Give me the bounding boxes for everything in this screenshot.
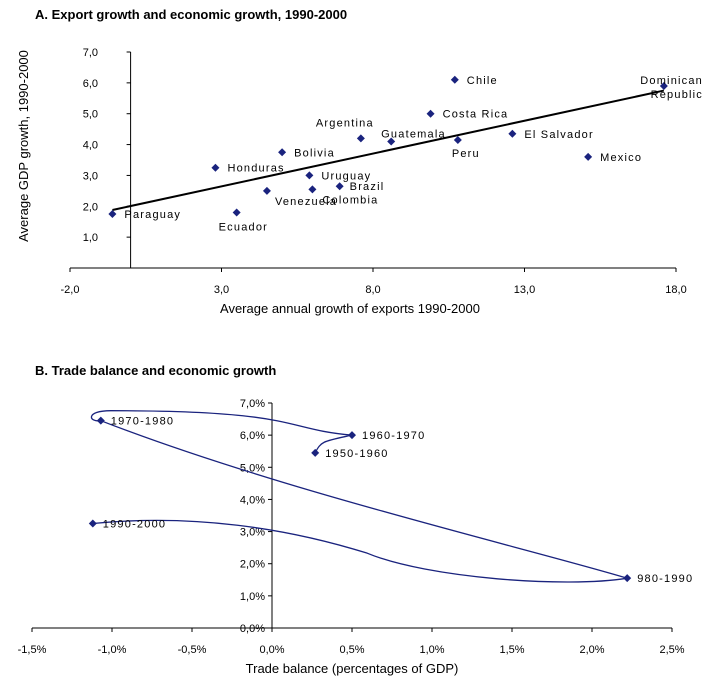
- chart-a-y-tick-label: 1,0: [83, 232, 98, 244]
- point-peru: [453, 135, 462, 144]
- chart-a-y-tick-label: 4,0: [83, 140, 98, 152]
- point-label-guatemala: Guatemala: [381, 128, 446, 140]
- point-label-venezuela: Venezuela: [275, 196, 337, 208]
- chart-b-x-tick-label: 0,5%: [339, 644, 364, 656]
- point-label-uruguay: Uruguay: [321, 170, 371, 182]
- point-1950-1960: [311, 448, 320, 457]
- point-label-1990-2000: 1990-2000: [103, 519, 166, 531]
- chart-b-y-tick-label: 2,0%: [240, 559, 265, 571]
- chart-a-point-labels: Paraguay Ecuador Honduras Venezuela Bolivia U…: [124, 75, 703, 234]
- chart-b-x-ticks: -1,5% -1,0% -0,5% 0,0% 0,5% 1,0% 1,5% 2,0% 2,5%: [18, 628, 685, 656]
- chart-a-trendline: [112, 89, 665, 211]
- point-label-1960-1970: 1960-1970: [362, 430, 425, 442]
- chart-b-y-tick-label: 1,0%: [240, 591, 265, 603]
- chart-a-y-tick-label: 7,0: [83, 47, 98, 59]
- chart-b-curve: [90, 410, 628, 583]
- chart-b-x-tick-label: -1,5%: [18, 644, 47, 656]
- chart-b-x-tick-label: 1,0%: [419, 644, 444, 656]
- point-brazil: [335, 182, 344, 191]
- chart-b-xlabel: Trade balance (percentages of GDP): [246, 661, 459, 676]
- chart-a-y-tick-label: 3,0: [83, 170, 98, 182]
- point-1960-1970: [348, 431, 356, 440]
- point-mexico: [584, 152, 593, 161]
- chart-a: A. Export growth and economic growth, 19…: [16, 7, 703, 316]
- chart-b-y-ticks: 0,0%1,0%2,0%3,0%4,0%5,0%6,0%7,0%: [240, 398, 272, 635]
- point-label-brazil: Brazil: [350, 181, 385, 193]
- chart-a-x-tick-label: -2,0: [61, 284, 80, 296]
- point-bolivia: [278, 148, 287, 157]
- point-colombia: [308, 185, 317, 194]
- point-uruguay: [305, 171, 314, 180]
- point-label-chile: Chile: [467, 75, 498, 87]
- point-venezuela: [262, 186, 271, 195]
- point-ecuador: [232, 208, 241, 217]
- chart-b-x-tick-label: 1,5%: [499, 644, 524, 656]
- chart-b-x-tick-label: 2,0%: [579, 644, 604, 656]
- chart-a-y-ticks: 1,0 2,0 3,0 4,0 5,0 6,0 7,0: [83, 47, 131, 244]
- point-label-argentina: Argentina: [316, 117, 374, 129]
- chart-b-y-tick-label: 3,0%: [240, 527, 265, 539]
- point-label-dominican-republic: Dominican Republic: [640, 75, 703, 101]
- chart-a-trend-line: [112, 89, 665, 211]
- point-label-peru: Peru: [452, 148, 480, 160]
- chart-a-x-ticks: -2,0 3,0 8,0 13,0 18,0: [61, 268, 687, 296]
- point-label-bolivia: Bolivia: [294, 147, 335, 159]
- chart-b-x-tick-label: -0,5%: [178, 644, 207, 656]
- chart-b-x-tick-label: 0,0%: [259, 644, 284, 656]
- point-980-1990: [623, 574, 632, 583]
- chart-b-points: [88, 416, 632, 583]
- chart-a-y-tick-label: 6,0: [83, 78, 98, 90]
- point-label-word: Republic: [651, 89, 703, 101]
- point-label-word: Dominican: [640, 75, 703, 87]
- point-label-1950-1960: 1950-1960: [325, 448, 388, 460]
- point-guatemala: [387, 137, 396, 146]
- chart-b-x-tick-label: -1,0%: [98, 644, 127, 656]
- chart-a-x-tick-label: 3,0: [214, 284, 229, 296]
- chart-b-point-labels: 1950-1960 1960-1970 1970-1980 980-1990 1990-…: [103, 416, 693, 586]
- chart-a-xlabel: Average annual growth of exports 1990-20…: [220, 301, 480, 316]
- point-el-salvador: [508, 129, 517, 138]
- chart-b-y-tick-label: 0,0%: [240, 623, 265, 635]
- point-argentina: [356, 134, 365, 143]
- chart-a-y-tick-label: 5,0: [83, 109, 98, 121]
- point-label-1970-1980: 1970-1980: [111, 416, 174, 428]
- point-label-ecuador: Ecuador: [219, 221, 268, 233]
- point-label-costa-rica: Costa Rica: [443, 109, 509, 121]
- point-honduras: [211, 163, 220, 172]
- point-label-paraguay: Paraguay: [124, 209, 181, 221]
- point-costa-rica: [426, 109, 435, 118]
- chart-a-axes: [70, 52, 676, 269]
- chart-a-points: [108, 75, 668, 218]
- chart-a-x-tick-label: 18,0: [665, 284, 686, 296]
- chart-b-y-tick-label: 6,0%: [240, 430, 265, 442]
- chart-b-title: B. Trade balance and economic growth: [35, 363, 276, 378]
- point-label-colombia: Colombia: [322, 194, 378, 206]
- chart-a-title: A. Export growth and economic growth, 19…: [35, 7, 347, 22]
- chart-b-y-tick-label: 7,0%: [240, 398, 265, 410]
- point-chile: [450, 75, 459, 84]
- chart-a-x-tick-label: 13,0: [514, 284, 535, 296]
- chart-a-y-tick-label: 2,0: [83, 201, 98, 213]
- chart-a-x-tick-label: 8,0: [365, 284, 380, 296]
- chart-b-connecting-curve: [90, 410, 628, 583]
- point-label-980-1990: 980-1990: [637, 573, 693, 585]
- chart-a-ylabel: Average GDP growth, 1990-2000: [16, 50, 31, 242]
- point-1990-2000: [88, 519, 97, 528]
- point-label-mexico: Mexico: [600, 152, 642, 164]
- chart-b-y-tick-label: 4,0%: [240, 494, 265, 506]
- chart-b: B. Trade balance and economic growth Tra…: [18, 363, 693, 676]
- point-1970-1980: [96, 416, 105, 425]
- point-label-el-salvador: El Salvador: [524, 129, 593, 141]
- point-dominican-republic: [659, 81, 668, 90]
- point-label-honduras: Honduras: [227, 163, 284, 175]
- chart-b-x-tick-label: 2,5%: [659, 644, 684, 656]
- point-paraguay: [108, 210, 117, 218]
